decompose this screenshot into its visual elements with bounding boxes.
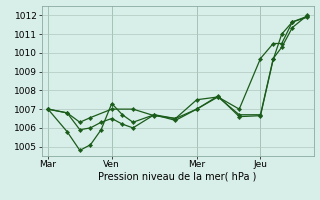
- X-axis label: Pression niveau de la mer( hPa ): Pression niveau de la mer( hPa ): [99, 172, 257, 182]
